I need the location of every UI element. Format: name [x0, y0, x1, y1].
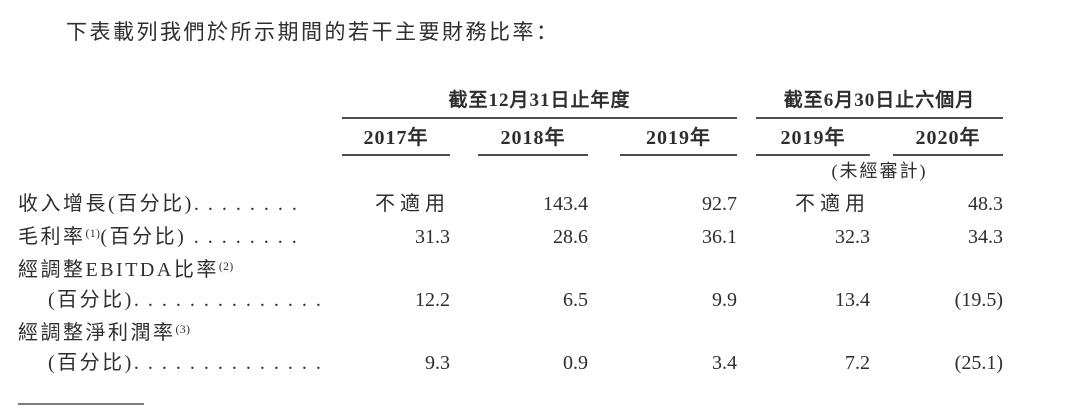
value-cell: 143.4 — [543, 193, 588, 215]
value-cell: 34.3 — [968, 226, 1003, 248]
year-header-2019: 2019年 — [620, 121, 737, 156]
unaudited-note: (未經審計) — [831, 161, 928, 181]
value-cell: 9.9 — [712, 289, 737, 311]
value-cell: 36.1 — [702, 226, 737, 248]
col-group-annual: 截至12月31日止年度 — [342, 85, 737, 119]
value-cell: 12.2 — [415, 289, 450, 311]
table-row-revenue-growth: 收入增長(百分比)........ 不適用 143.4 92.7 不適用 48.… — [18, 189, 1003, 219]
year-header-2017: 2017年 — [342, 121, 450, 156]
value-cell: 不適用 — [795, 193, 870, 215]
value-cell: 28.6 — [553, 226, 588, 248]
value-cell: 7.2 — [845, 352, 870, 374]
intro-text: 下表載列我們於所示期間的若干主要財務比率： — [66, 20, 560, 44]
table-row-adjusted-net-margin: 經調整淨利潤率(3) (百分比).............. 9.3 0.9 3… — [18, 315, 1003, 378]
value-cell: 6.5 — [563, 289, 588, 311]
row-label-line1: 經調整EBITDA比率(2) — [18, 259, 234, 281]
col-group-interim: 截至6月30日止六個月 — [756, 85, 1003, 119]
table-unaudited-row: (未經審計) — [18, 156, 1003, 186]
footnote-ref-2: (2) — [218, 261, 234, 273]
financial-ratios-table: 截至12月31日止年度 截至6月30日止六個月 2017年 2018年 2019… — [18, 85, 1003, 378]
table-row-adjusted-ebitda-margin: 經調整EBITDA比率(2) (百分比).............. 12.2 … — [18, 252, 1003, 315]
row-label: 經調整EBITDA比率(2) (百分比).............. — [18, 252, 342, 315]
footnote-ref-1: (1) — [85, 228, 101, 240]
row-label-line2: (百分比).............. — [48, 352, 330, 374]
value-cell: 不適用 — [375, 193, 450, 215]
value-cell: 32.3 — [835, 226, 870, 248]
footnote-ref-3: (3) — [175, 324, 191, 336]
row-label: 收入增長(百分比)........ — [18, 193, 306, 215]
year-header-2019-interim: 2019年 — [756, 121, 870, 156]
row-label: 毛利率(1)(百分比) ........ — [18, 226, 306, 248]
value-cell: 9.3 — [425, 352, 450, 374]
value-cell: (19.5) — [954, 289, 1003, 311]
table-group-header-row: 截至12月31日止年度 截至6月30日止六個月 — [18, 85, 1003, 119]
value-cell: 48.3 — [968, 193, 1003, 215]
row-label-line1: 經調整淨利潤率(3) — [18, 322, 191, 344]
value-cell: 0.9 — [563, 352, 588, 374]
leader-dots: ........ — [193, 226, 306, 248]
value-cell: (25.1) — [954, 352, 1003, 374]
leader-dots: ........ — [193, 193, 306, 215]
footnote-divider — [18, 403, 144, 405]
leader-dots: .............. — [133, 289, 330, 311]
table-year-header-row: 2017年 2018年 2019年 2019年 2020年 — [18, 113, 1003, 156]
year-header-2020-interim: 2020年 — [893, 121, 1003, 156]
value-cell: 13.4 — [835, 289, 870, 311]
row-label-line2: (百分比).............. — [48, 289, 330, 311]
value-cell: 31.3 — [415, 226, 450, 248]
table-row-gross-margin: 毛利率(1)(百分比) ........ 31.3 28.6 36.1 32.3… — [18, 219, 1003, 252]
row-label: 經調整淨利潤率(3) (百分比).............. — [18, 315, 342, 378]
value-cell: 3.4 — [712, 352, 737, 374]
leader-dots: .............. — [133, 352, 330, 374]
value-cell: 92.7 — [702, 193, 737, 215]
year-header-2018: 2018年 — [478, 121, 588, 156]
